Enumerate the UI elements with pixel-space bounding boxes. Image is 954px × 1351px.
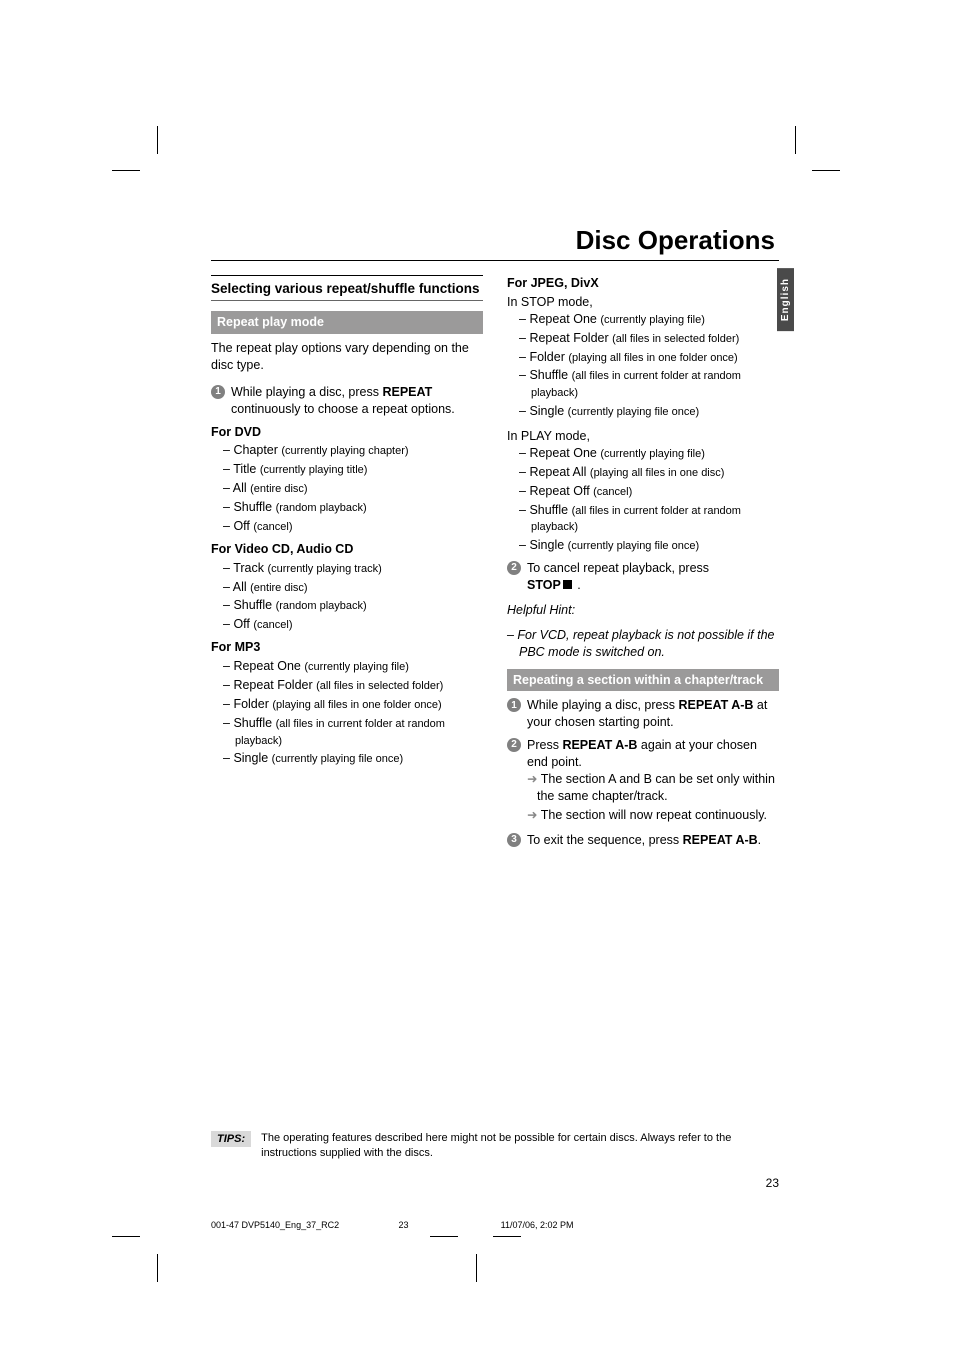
step-num-1: 1 [211, 385, 225, 399]
dvd-list: Chapter (currently playing chapter) Title… [211, 442, 483, 534]
intro-para: The repeat play options vary depending o… [211, 340, 483, 374]
list-item: Shuffle (random playback) [223, 597, 483, 614]
list-item: All (entire disc) [223, 480, 483, 497]
footer: 001-47 DVP5140_Eng_37_RC2 23 11/07/06, 2… [211, 1220, 779, 1230]
list-item: Single (currently playing file once) [519, 537, 779, 554]
list-item: All (entire disc) [223, 579, 483, 596]
left-column: Selecting various repeat/shuffle functio… [211, 275, 483, 852]
jpeg-head: For JPEG, DivX [507, 275, 779, 292]
step2-bold: STOP [527, 578, 561, 592]
step1-b: continuously to choose a repeat options. [231, 402, 455, 416]
list-item: Repeat Folder (all files in selected fol… [223, 677, 483, 694]
step-2: 2 To cancel repeat playback, press STOP … [507, 560, 779, 594]
list-item: Single (currently playing file once) [223, 750, 483, 767]
list-item: Repeat One (currently playing file) [223, 658, 483, 675]
r3-b: . [758, 833, 761, 847]
footer-date: 11/07/06, 2:02 PM [501, 1220, 779, 1230]
stop-icon [563, 580, 572, 589]
r1-a: While playing a disc, press [527, 698, 678, 712]
step2-a: To cancel repeat playback, press [527, 561, 709, 575]
tips-block: TIPS: The operating features described h… [211, 1131, 779, 1161]
page-content: Disc Operations Selecting various repeat… [211, 225, 779, 852]
r-step-1: 1 While playing a disc, press REPEAT A-B… [507, 697, 779, 731]
r3-a: To exit the sequence, press [527, 833, 683, 847]
step2-b: . [574, 578, 581, 592]
r2-arrow2: The section will now repeat continuously… [527, 807, 779, 824]
hint-body: – For VCD, repeat playback is not possib… [507, 627, 779, 661]
dvd-head: For DVD [211, 424, 483, 441]
list-item: Shuffle (all files in current folder at … [519, 367, 779, 401]
list-item: Repeat Folder (all files in selected fol… [519, 330, 779, 347]
r-step-num-2: 2 [507, 738, 521, 752]
jpeg-play-list: Repeat One (currently playing file) Repea… [507, 445, 779, 554]
r-step-2: 2 Press REPEAT A-B again at your chosen … [507, 737, 779, 825]
mp3-list: Repeat One (currently playing file) Repea… [211, 658, 483, 767]
hint-label: Helpful Hint: [507, 602, 779, 619]
section-heading: Selecting various repeat/shuffle functio… [211, 275, 483, 301]
step-1: 1 While playing a disc, press REPEAT con… [211, 384, 483, 418]
r-step-num-1: 1 [507, 698, 521, 712]
list-item: Chapter (currently playing chapter) [223, 442, 483, 459]
repeat-ab-bar: Repeating a section within a chapter/tra… [507, 669, 779, 692]
step-num-2: 2 [507, 561, 521, 575]
list-item: Off (cancel) [223, 616, 483, 633]
r2-arrow1: The section A and B can be set only with… [527, 771, 779, 805]
list-item: Shuffle (all files in current folder at … [519, 502, 779, 536]
right-column: For JPEG, DivX In STOP mode, Repeat One … [507, 275, 779, 852]
page-title: Disc Operations [211, 225, 779, 261]
mp3-head: For MP3 [211, 639, 483, 656]
list-item: Repeat One (currently playing file) [519, 445, 779, 462]
list-item: Folder (playing all files in one folder … [519, 349, 779, 366]
list-item: Track (currently playing track) [223, 560, 483, 577]
list-item: Title (currently playing title) [223, 461, 483, 478]
list-item: Shuffle (random playback) [223, 499, 483, 516]
list-item: Off (cancel) [223, 518, 483, 535]
r2-bold: REPEAT A-B [562, 738, 637, 752]
list-item: Shuffle (all files in current folder at … [223, 715, 483, 749]
list-item: Folder (playing all files in one folder … [223, 696, 483, 713]
step1-a: While playing a disc, press [231, 385, 382, 399]
list-item: Single (currently playing file once) [519, 403, 779, 420]
tips-text: The operating features described here mi… [261, 1131, 779, 1161]
vcd-list: Track (currently playing track) All (enti… [211, 560, 483, 634]
list-item: Repeat All (playing all files in one dis… [519, 464, 779, 481]
jpeg-stop-list: Repeat One (currently playing file) Repea… [507, 311, 779, 420]
r-step-num-3: 3 [507, 833, 521, 847]
jpeg-stop-intro: In STOP mode, [507, 294, 779, 311]
language-tab: English [777, 268, 794, 331]
r-step-3: 3 To exit the sequence, press REPEAT A-B… [507, 832, 779, 849]
r2-a: Press [527, 738, 562, 752]
jpeg-play-intro: In PLAY mode, [507, 428, 779, 445]
step1-bold: REPEAT [382, 385, 432, 399]
r3-bold: REPEAT A-B [683, 833, 758, 847]
footer-file: 001-47 DVP5140_Eng_37_RC2 [211, 1220, 398, 1230]
list-item: Repeat One (currently playing file) [519, 311, 779, 328]
page-number: 23 [211, 1176, 779, 1190]
footer-page: 23 [398, 1220, 500, 1230]
repeat-mode-bar: Repeat play mode [211, 311, 483, 334]
r1-bold: REPEAT A-B [678, 698, 753, 712]
list-item: Repeat Off (cancel) [519, 483, 779, 500]
vcd-head: For Video CD, Audio CD [211, 541, 483, 558]
tips-label: TIPS: [211, 1131, 251, 1147]
